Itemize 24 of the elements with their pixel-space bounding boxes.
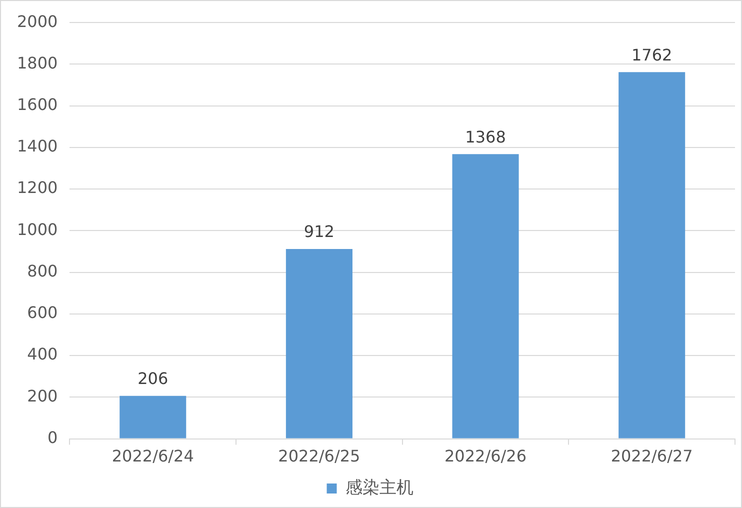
y-tick-label: 200 xyxy=(27,386,58,406)
x-tick-label: 2022/6/25 xyxy=(278,446,360,466)
y-tick-label: 1200 xyxy=(17,178,58,198)
y-tick-label: 800 xyxy=(27,261,58,280)
y-tick-label: 400 xyxy=(27,344,58,364)
y-tick-label: 1600 xyxy=(17,94,58,114)
y-tick-label: 1000 xyxy=(17,220,58,239)
legend-label: 感染主机 xyxy=(345,478,414,498)
y-tick-label: 600 xyxy=(27,303,58,322)
bar xyxy=(452,154,519,438)
data-label: 912 xyxy=(304,222,334,242)
y-tick-label: 2000 xyxy=(17,12,58,31)
bar xyxy=(618,72,686,438)
bar xyxy=(286,249,352,438)
x-tick-label: 2022/6/27 xyxy=(610,446,693,466)
data-label: 1762 xyxy=(631,45,672,64)
x-tick-label: 2022/6/24 xyxy=(112,446,194,466)
y-tick-label: 1400 xyxy=(17,136,58,156)
y-tick-label: 0 xyxy=(48,428,58,447)
data-label: 206 xyxy=(138,369,168,388)
bar xyxy=(120,396,186,438)
data-label: 1368 xyxy=(465,127,506,146)
x-tick-label: 2022/6/26 xyxy=(444,446,527,466)
y-tick-label: 1800 xyxy=(17,53,58,72)
